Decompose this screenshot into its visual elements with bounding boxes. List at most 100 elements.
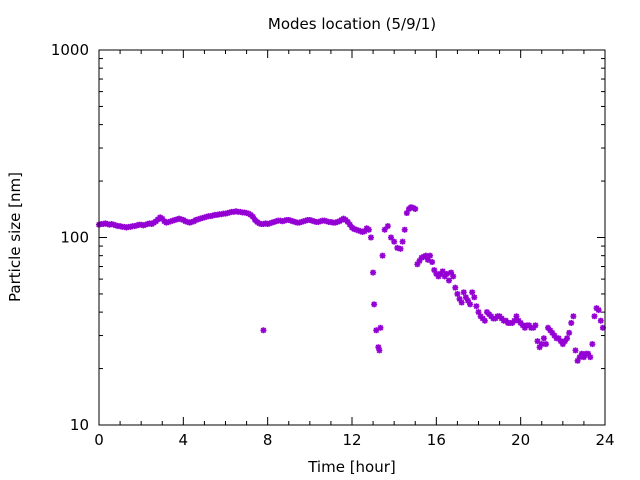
data-point	[599, 324, 606, 331]
data-points	[96, 204, 606, 364]
data-point	[511, 317, 518, 324]
x-axis-label: Time [hour]	[307, 458, 396, 476]
data-point	[519, 322, 526, 329]
data-point	[452, 284, 459, 291]
data-point	[435, 273, 442, 280]
data-point	[448, 269, 455, 276]
data-point	[373, 327, 380, 334]
data-point	[568, 319, 575, 326]
data-point	[394, 244, 401, 251]
data-point	[375, 344, 382, 351]
data-point	[397, 245, 404, 252]
data-point	[467, 301, 474, 308]
data-point	[159, 215, 166, 222]
plot-frame	[98, 49, 606, 426]
x-tick-label: 20	[511, 431, 530, 449]
data-point	[377, 324, 384, 331]
data-point	[388, 234, 395, 241]
data-point	[536, 344, 543, 351]
data-point	[384, 223, 391, 230]
y-tick-label: 10	[70, 416, 89, 434]
y-tick-label: 100	[60, 229, 89, 247]
data-point	[399, 238, 406, 245]
data-point	[597, 317, 604, 324]
data-point	[532, 322, 539, 329]
data-point	[346, 221, 353, 228]
data-point	[578, 350, 585, 357]
data-point	[416, 257, 423, 264]
y-tick-label: 1000	[51, 41, 89, 59]
data-point	[561, 338, 568, 345]
data-point	[557, 338, 564, 345]
x-axis: 0 4 8 12 16 20 24	[94, 50, 615, 449]
data-point	[585, 350, 592, 357]
data-point	[540, 335, 547, 342]
data-point	[370, 269, 377, 276]
data-point	[530, 324, 537, 331]
data-point	[424, 256, 431, 263]
data-point	[464, 297, 471, 304]
data-point	[260, 327, 267, 334]
data-point	[555, 335, 562, 342]
data-point	[431, 267, 438, 274]
data-point	[475, 309, 482, 316]
data-point	[513, 313, 520, 320]
data-point	[469, 289, 476, 296]
data-point	[595, 307, 602, 314]
data-point	[564, 335, 571, 342]
y-axis-label: Particle size [nm]	[6, 172, 24, 302]
data-point	[549, 329, 556, 336]
data-point	[473, 303, 480, 310]
data-point	[574, 357, 581, 364]
data-point	[458, 299, 465, 306]
data-point	[427, 252, 434, 259]
data-point	[526, 322, 533, 329]
data-point	[441, 273, 448, 280]
data-point	[534, 338, 541, 345]
data-point	[379, 252, 386, 259]
data-point	[391, 238, 398, 245]
data-point	[547, 327, 554, 334]
data-point	[576, 354, 583, 361]
data-point	[591, 313, 598, 320]
chart-title: Modes location (5/9/1)	[268, 15, 436, 33]
data-point	[412, 205, 419, 212]
data-point	[566, 329, 573, 336]
x-tick-label: 0	[94, 431, 104, 449]
data-point	[401, 226, 408, 233]
data-point	[572, 347, 579, 354]
data-point	[381, 226, 388, 233]
data-point	[456, 295, 463, 302]
data-point	[538, 341, 545, 348]
data-point	[365, 226, 372, 233]
data-point	[414, 261, 421, 268]
data-point	[450, 273, 457, 280]
data-point	[437, 270, 444, 277]
x-tick-label: 4	[179, 431, 189, 449]
data-point	[570, 313, 577, 320]
data-point	[587, 354, 594, 361]
x-tick-label: 24	[595, 431, 614, 449]
y-axis: 10 100 1000	[51, 41, 605, 434]
data-point	[443, 270, 450, 277]
data-point	[403, 210, 410, 217]
data-point	[367, 234, 374, 241]
data-point	[371, 301, 378, 308]
data-point	[445, 277, 452, 284]
data-point	[559, 341, 566, 348]
data-point	[439, 268, 446, 275]
data-point	[433, 270, 440, 277]
data-point	[344, 218, 351, 225]
data-point	[545, 324, 552, 331]
data-point	[249, 213, 256, 220]
data-point	[542, 341, 549, 348]
data-point	[460, 289, 467, 296]
x-tick-label: 12	[342, 431, 361, 449]
data-point	[422, 252, 429, 259]
data-point	[454, 290, 461, 297]
data-point	[361, 228, 368, 235]
data-point	[471, 294, 478, 301]
data-point	[521, 324, 528, 331]
x-tick-label: 8	[263, 431, 273, 449]
